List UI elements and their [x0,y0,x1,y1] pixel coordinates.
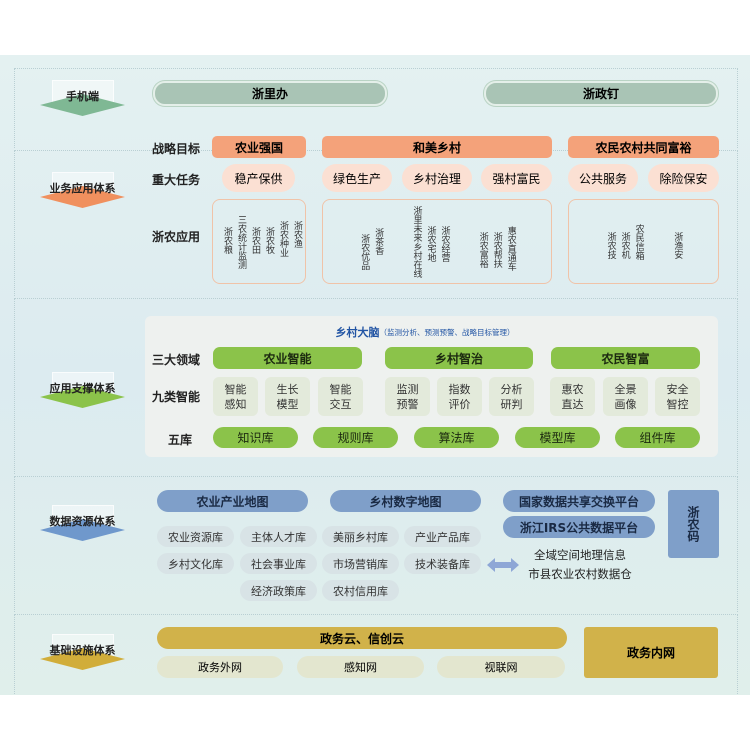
library: 组件库 [615,427,700,448]
goal: 农民农村共同富裕 [568,136,719,158]
row-label-libraries: 五库 [168,433,193,447]
intelligence-tile: 全景画像 [603,377,648,416]
database: 农村信用库 [322,580,399,601]
tile-label: 全景画像 [614,382,637,411]
platform: 国家数据共享交换平台 [503,490,655,512]
apps-group-agriculture: 浙农粮 三农统计监测 浙农田 浙农牧 浙农种业 浙农渔 [212,199,306,284]
app-item[interactable]: 浙农宅地 [425,225,436,262]
app-item[interactable]: 浙农种业 [278,220,288,257]
tile-label: 生长模型 [276,382,299,411]
library: 模型库 [515,427,600,448]
domain: 乡村智治 [385,347,533,369]
network: 感知网 [297,656,424,678]
task: 稳产保供 [222,164,295,192]
database: 美丽乡村库 [322,526,399,547]
source: 市县农业农村数据仓 [528,567,632,581]
tile-label: 惠农直达 [561,382,584,411]
task: 强村富民 [481,164,552,192]
tile-label: 指数评价 [448,382,471,411]
cloud-bar: 政务云、信创云 [157,627,567,649]
brain-name: 乡村大脑 [335,326,380,339]
layer-support: 应用支撑体系 [30,372,135,412]
layer-infra: 基础设施体系 [30,634,135,674]
tile-label: 安全智控 [666,382,689,411]
apps-group-farmers: 浙农技 浙农机 农民信箱 浙渔安 [568,199,719,284]
app-item[interactable]: 三农统计监测 [236,214,246,269]
row-label-domains: 三大领域 [152,353,201,367]
tile-label: 分析研判 [500,382,523,411]
layer-mobile: 手机端 [30,80,135,120]
network: 视联网 [437,656,565,678]
row-label-tasks: 重大任务 [152,173,201,187]
tile-label: 智能感知 [224,382,247,411]
map: 农业产业地图 [157,490,308,512]
brain-subtitle: （监测分析、预测预警、战略目标管理） [379,327,515,337]
app-item[interactable]: 农民信箱 [633,223,644,260]
app-item[interactable]: 浙农技 [605,231,616,259]
apps-group-village: 浙农优品 浙茶香 浙里未来乡村在线 浙农宅地 浙农经营 浙农富裕 浙农帮扶 惠农直通车 [322,199,552,284]
source: 全域空间地理信息 [534,548,626,562]
app-item[interactable]: 浙茶香 [373,227,384,255]
platform: 浙江IRS公共数据平台 [503,516,655,538]
task: 除险保安 [648,164,719,192]
goal: 农业强国 [212,136,306,158]
section-infra [14,614,738,694]
library: 知识库 [213,427,298,448]
database: 产业产品库 [404,526,481,547]
row-label-apps: 浙农应用 [152,230,201,244]
intelligence-tile: 惠农直达 [550,377,595,416]
section-support [14,298,738,474]
double-arrow-icon [487,558,519,572]
database: 社会事业库 [240,553,317,574]
database: 主体人才库 [240,526,317,547]
intelligence-tile: 安全智控 [655,377,700,416]
app-item[interactable]: 浙农田 [250,226,260,254]
database: 农业资源库 [157,526,234,547]
app-item[interactable]: 浙农粮 [222,226,232,254]
app-zhezhengding[interactable]: 浙政钉 [484,81,718,106]
tile-label: 监测预警 [396,382,419,411]
database: 经济政策库 [240,580,317,601]
domain: 农民智富 [551,347,700,369]
section-mobile [14,68,738,148]
row-label-goals: 战略目标 [152,142,201,156]
app-item[interactable]: 浙农机 [619,231,630,259]
database: 乡村文化库 [157,553,234,574]
intranet: 政务内网 [584,627,718,678]
database: 市场营销库 [322,553,399,574]
library: 规则库 [313,427,398,448]
goal: 和美乡村 [322,136,552,158]
app-item[interactable]: 浙农富裕 [477,232,488,268]
app-item[interactable]: 浙农渔 [292,220,302,248]
intelligence-tile: 智能感知 [213,377,258,416]
network: 政务外网 [157,656,283,678]
brain-title: 乡村大脑 （监测分析、预测预警、战略目标管理） [300,324,550,340]
section-data [14,476,738,612]
task: 乡村治理 [402,164,472,192]
intelligence-tile: 智能交互 [318,377,363,416]
tile-label: 智能交互 [329,382,352,411]
app-item[interactable]: 浙农帮扶 [491,232,502,268]
row-label-intelligence: 九类智能 [152,390,201,404]
zhenong-code: 浙农码 [668,490,719,558]
task: 公共服务 [568,164,638,192]
layer-data: 数据资源体系 [30,505,135,545]
app-item[interactable]: 惠农直通车 [505,226,516,271]
map: 乡村数字地图 [330,490,481,512]
intelligence-tile: 生长模型 [265,377,310,416]
intelligence-tile: 指数评价 [437,377,482,416]
app-item[interactable]: 浙农经营 [439,225,450,262]
app-item[interactable]: 浙里未来乡村在线 [411,205,422,278]
database: 技术装备库 [404,553,481,574]
task: 绿色生产 [322,164,392,192]
layer-business: 业务应用体系 [30,172,135,212]
app-item[interactable]: 浙农优品 [359,233,370,270]
library: 算法库 [414,427,499,448]
intelligence-tile: 监测预警 [385,377,430,416]
app-item[interactable]: 浙农牧 [264,226,274,254]
app-item[interactable]: 浙渔安 [672,232,683,259]
domain: 农业智能 [213,347,362,369]
intelligence-tile: 分析研判 [489,377,534,416]
app-zheliban[interactable]: 浙里办 [153,81,387,106]
